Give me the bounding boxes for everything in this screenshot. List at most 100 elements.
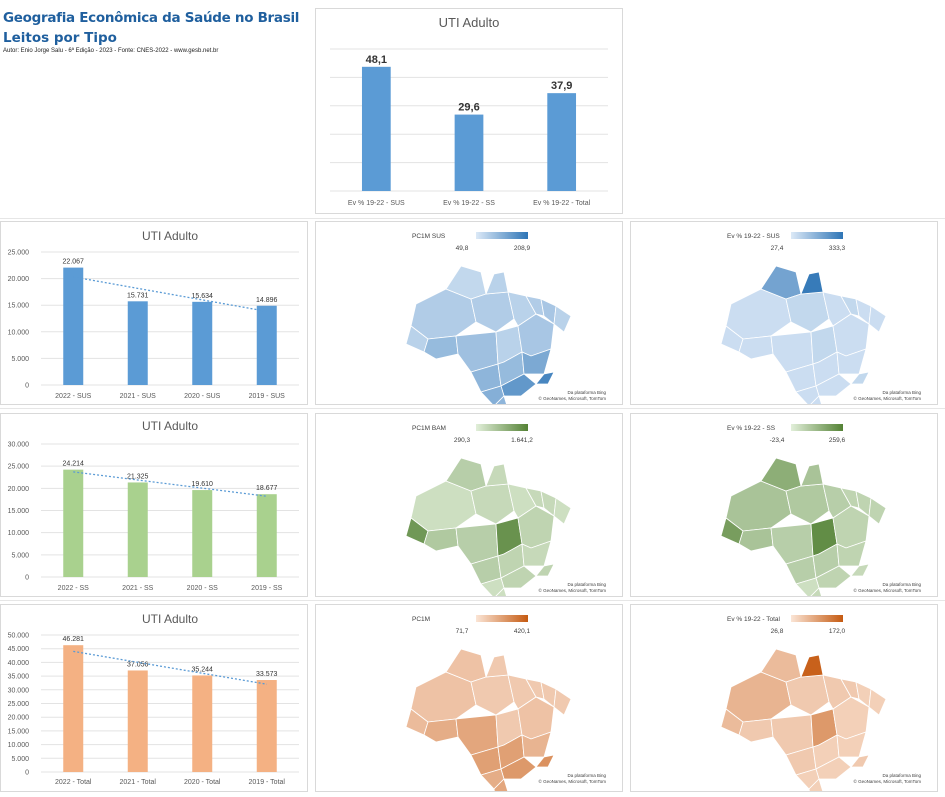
legend-min: -23,4: [770, 437, 785, 444]
brazil-map: [405, 457, 572, 629]
data-label: 15.731: [127, 292, 149, 299]
separator: [0, 408, 945, 409]
map-credit: © GeoNames, Microsoft, TomTom: [854, 395, 922, 401]
x-tick-label: 2021 - SS: [122, 585, 153, 592]
brazil-map-pc1m-bam: PC1M BAM 290,3 1.641,2 Da plataforma Bing© …: [405, 424, 606, 629]
state-region: [445, 265, 487, 300]
legend-max: 1.641,2: [511, 437, 533, 444]
chart-title: UTI Adulto: [142, 419, 198, 433]
state-region: [836, 348, 867, 375]
state-region: [850, 371, 870, 385]
y-tick-label: 15.000: [8, 508, 30, 515]
state-region: [485, 654, 509, 678]
map-credit: Da plataforma Bing: [882, 390, 921, 395]
brazil-map: [720, 457, 887, 629]
legend-scale: [476, 615, 528, 622]
x-tick-label: 2019 - SUS: [249, 393, 286, 400]
bar-chart-ev-pct: UTI Adulto 48,1 Ev % 19-22 - SUS 29,6 Ev % 1…: [330, 15, 608, 207]
brazil-map: [405, 265, 572, 437]
bar: [454, 114, 484, 191]
state-region: [738, 335, 774, 360]
y-tick-label: 25.000: [8, 464, 30, 471]
bar: [127, 670, 148, 772]
state-region: [470, 674, 515, 716]
data-label: 14.896: [256, 297, 278, 304]
bar: [192, 301, 213, 385]
y-tick-label: 0: [25, 383, 29, 390]
brazil-map: [720, 265, 887, 437]
author-line: Autor: Enio Jorge Salu - 6ª Edição - 202…: [3, 48, 219, 54]
data-label: 48,1: [366, 54, 387, 66]
legend-scale: [476, 232, 528, 239]
y-tick-label: 10.000: [8, 742, 30, 749]
state-region: [553, 688, 572, 716]
brazil-map-pc1m-sus: PC1M SUS 49,8 208,9 Da plataforma Bing© Geo…: [405, 232, 606, 437]
x-tick-label: 2020 - Total: [184, 779, 221, 786]
state-region: [485, 271, 509, 295]
data-label: 37,9: [551, 80, 572, 92]
y-tick-label: 10.000: [8, 329, 30, 336]
data-label: 29,6: [458, 102, 479, 114]
legend-min: 49,8: [456, 245, 469, 252]
data-label: 15.634: [192, 293, 214, 300]
x-tick-label: 2022 - Total: [55, 779, 92, 786]
state-region: [850, 563, 870, 577]
legend-scale: [476, 424, 528, 431]
state-region: [800, 271, 824, 295]
state-region: [760, 457, 802, 492]
bar: [63, 645, 84, 772]
state-region: [423, 527, 459, 552]
separator: [0, 600, 945, 601]
bar: [256, 494, 277, 577]
map-credit: Da plataforma Bing: [567, 390, 606, 395]
brazil-map-ev-ss: Ev % 19-22 - SS -23,4 259,6 Da plataforma B…: [720, 424, 921, 629]
state-region: [535, 754, 555, 768]
state-region: [535, 563, 555, 577]
chart-panel-sus: UTI Adulto 0 5.000 10.000 15.000 20.000 25.000…: [0, 221, 308, 405]
x-tick-label: 2020 - SUS: [184, 393, 221, 400]
bar-chart-ss: UTI Adulto 0 5.000 10.000 15.000 20.000 25.000…: [8, 419, 299, 592]
legend-title: Ev % 19-22 - Total: [727, 616, 781, 623]
legend-max: 259,6: [829, 437, 846, 444]
legend-min: 71,7: [456, 628, 469, 635]
brazil-map: [720, 648, 887, 797]
y-tick-label: 5.000: [11, 756, 29, 763]
y-tick-label: 35.000: [8, 674, 30, 681]
bar: [256, 305, 277, 385]
trendline: [73, 650, 267, 685]
bar-chart-sus: UTI Adulto 0 5.000 10.000 15.000 20.000 25.000…: [8, 229, 299, 400]
state-region: [800, 654, 824, 678]
y-tick-label: 15.000: [8, 728, 30, 735]
state-region: [535, 371, 555, 385]
data-label: 46.281: [63, 636, 85, 643]
y-tick-label: 50.000: [8, 633, 30, 640]
x-tick-label: 2021 - Total: [120, 779, 157, 786]
state-region: [785, 291, 830, 333]
x-tick-label: 2022 - SS: [58, 585, 89, 592]
chart-title: UTI Adulto: [142, 229, 198, 243]
chart-panel-ss: UTI Adulto 0 5.000 10.000 15.000 20.000 25.000…: [0, 413, 308, 597]
legend-scale: [791, 424, 843, 431]
state-region: [738, 718, 774, 743]
state-region: [553, 497, 572, 525]
legend-max: 172,0: [829, 628, 846, 635]
map-credit: Da plataforma Bing: [882, 773, 921, 778]
page-title: Geografia Econômica da Saúde no Brasil: [3, 10, 300, 26]
state-region: [760, 648, 802, 683]
trendline: [73, 276, 267, 313]
bar: [256, 680, 277, 772]
data-label: 21.325: [127, 473, 149, 480]
legend-title: Ev % 19-22 - SUS: [727, 233, 780, 240]
x-tick-label: 2020 - SS: [187, 585, 218, 592]
map-panel-ev-ss: Ev % 19-22 - SS -23,4 259,6 Da plataforma B…: [630, 413, 938, 629]
brazil-map-pc1m-total: PC1M 71,7 420,1 Da plataforma Bing© GeoName…: [405, 615, 606, 797]
state-region: [868, 497, 887, 525]
bar: [127, 482, 148, 577]
legend-title: PC1M SUS: [412, 233, 446, 240]
y-tick-label: 15.000: [8, 303, 30, 310]
bar: [547, 93, 577, 191]
legend-min: 27,4: [771, 245, 784, 252]
y-tick-label: 20.000: [8, 486, 30, 493]
state-region: [470, 483, 515, 525]
map-panel-pc1m-bam: PC1M BAM 290,3 1.641,2 Da plataforma Bing © …: [315, 413, 623, 629]
